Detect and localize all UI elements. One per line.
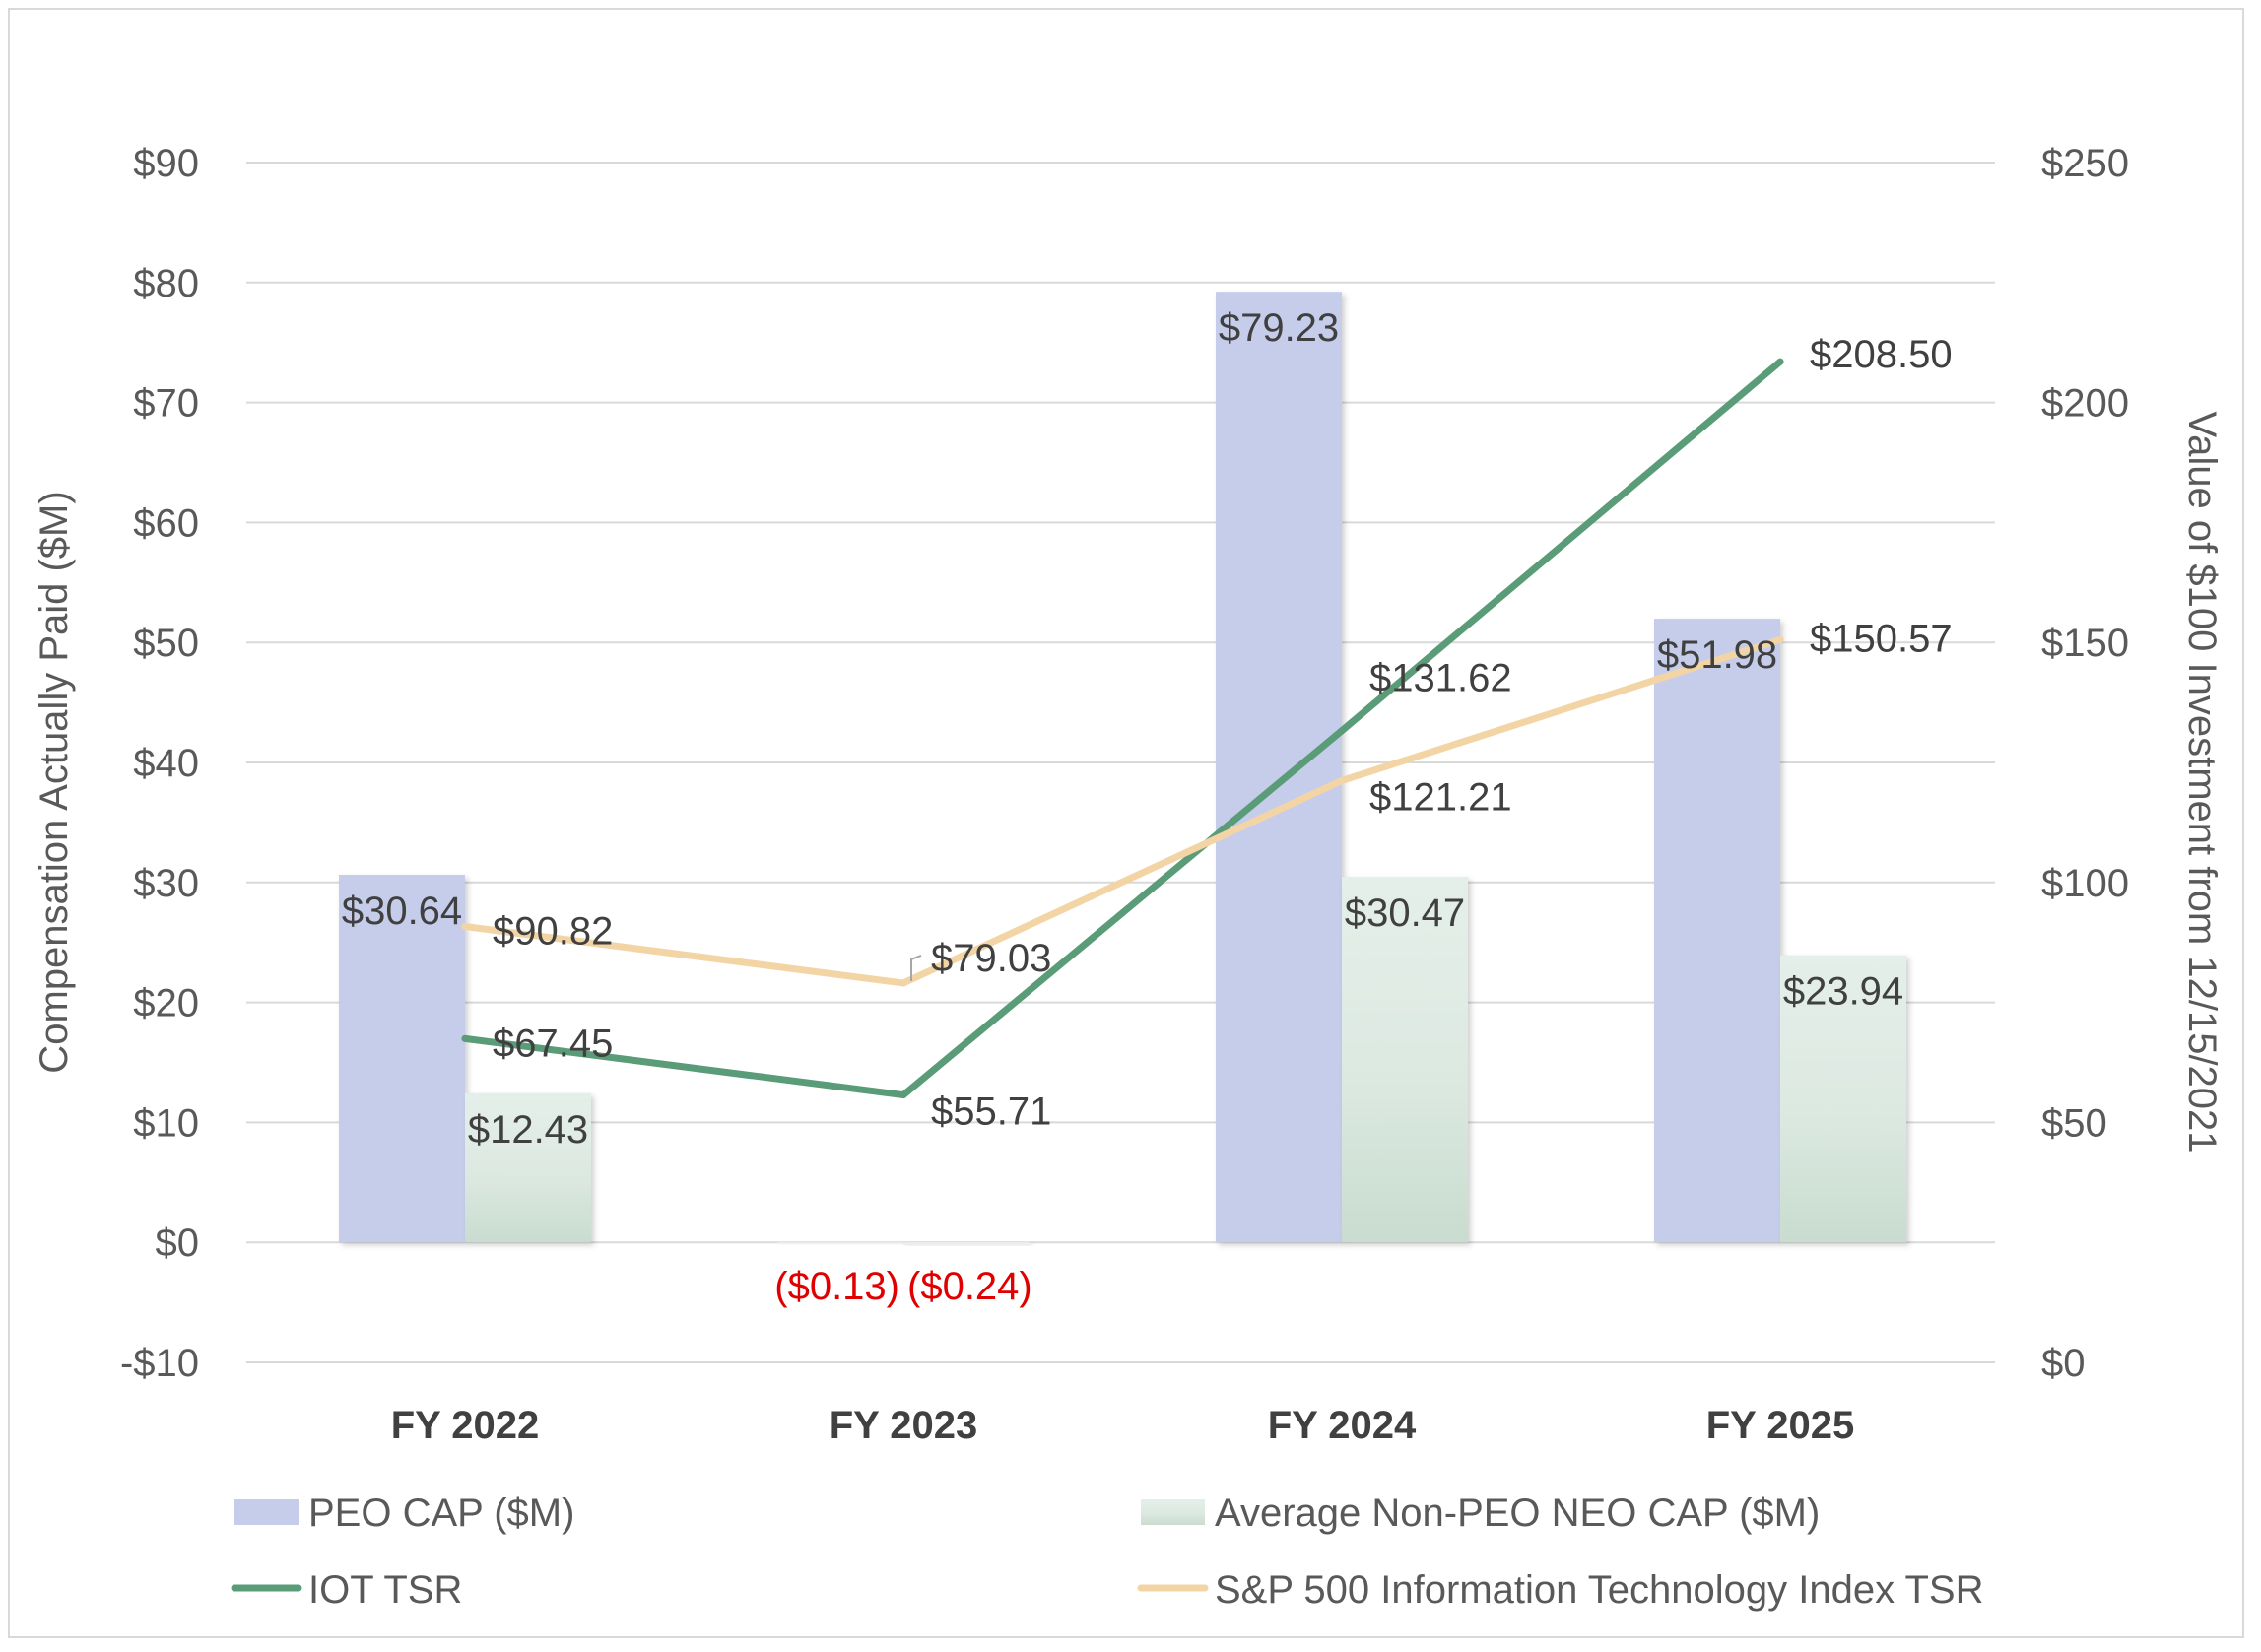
bar-peo-cap-m-fy-2023 — [777, 1242, 903, 1244]
left-tick-label: $90 — [133, 142, 199, 185]
point-s-p-500-information-technology-index-tsr — [461, 923, 469, 931]
data-label-average-non-peo-neo-cap-m: ($0.24) — [907, 1265, 1032, 1308]
right-axis-title: Value of $100 Investment from 12/15/2021 — [2180, 411, 2224, 1153]
point-iot-tsr — [461, 1034, 469, 1042]
data-label-s-p-500-information-technology-index-tsr: $90.82 — [493, 910, 613, 954]
data-labels: $30.64 ($0.13) $79.23 $51.98 $12.43 ($0.24) $3… — [342, 306, 1953, 1308]
category-label-fy-2022: FY 2022 — [391, 1404, 540, 1447]
right-tick-label: $100 — [2041, 862, 2129, 905]
data-label-s-p-500-information-technology-index-tsr: $121.21 — [1369, 775, 1512, 819]
label-leader-line — [910, 955, 922, 981]
legend-label-non-peo-cap: Average Non-PEO NEO CAP ($M) — [1215, 1491, 1820, 1535]
category-label-fy-2024: FY 2024 — [1268, 1404, 1417, 1447]
point-s-p-500-information-technology-index-tsr — [1338, 776, 1346, 784]
category-label-fy-2025: FY 2025 — [1706, 1404, 1855, 1447]
right-tick-label: $0 — [2041, 1342, 2086, 1385]
left-tick-label: $40 — [133, 742, 199, 785]
legend-label-sp500-it-tsr: S&P 500 Information Technology Index TSR — [1215, 1568, 1984, 1612]
left-tick-label: $80 — [133, 262, 199, 305]
left-tick-label: $50 — [133, 622, 199, 665]
bar-average-non-peo-neo-cap-m-fy-2023 — [903, 1242, 1030, 1246]
right-axis-ticks: $0 $50 $100 $150 $200 $250 — [2041, 142, 2129, 1385]
bar-average-non-peo-neo-cap-m-fy-2022 — [465, 1092, 591, 1243]
data-label-peo-cap-m: $30.64 — [342, 890, 462, 933]
bar-series — [339, 292, 1906, 1246]
right-tick-label: $150 — [2041, 622, 2129, 665]
data-label-peo-cap-m: $79.23 — [1219, 306, 1339, 350]
legend-label-peo-cap: PEO CAP ($M) — [308, 1491, 574, 1535]
left-tick-label: -$10 — [120, 1342, 199, 1385]
data-label-iot-tsr: $67.45 — [493, 1022, 613, 1065]
legend-label-iot-tsr: IOT TSR — [308, 1568, 462, 1612]
bar-peo-cap-m-fy-2024 — [1216, 292, 1342, 1243]
point-iot-tsr — [1338, 727, 1346, 735]
bar-peo-cap-m-fy-2025 — [1654, 619, 1780, 1243]
data-label-peo-cap-m: $51.98 — [1657, 633, 1777, 677]
left-tick-label: $60 — [133, 501, 199, 545]
bar-peo-cap-m-fy-2022 — [339, 875, 465, 1243]
data-label-iot-tsr: $208.50 — [1810, 333, 1953, 376]
data-label-s-p-500-information-technology-index-tsr: $79.03 — [931, 937, 1051, 980]
category-label-fy-2023: FY 2023 — [830, 1404, 978, 1447]
left-tick-label: $20 — [133, 982, 199, 1025]
point-iot-tsr — [1776, 358, 1784, 365]
left-tick-label: $10 — [133, 1101, 199, 1145]
legend: PEO CAP ($M) Average Non-PEO NEO CAP ($M… — [231, 1491, 1984, 1612]
right-tick-label: $50 — [2041, 1101, 2107, 1145]
point-iot-tsr — [899, 1091, 907, 1099]
right-tick-label: $200 — [2041, 382, 2129, 426]
data-label-iot-tsr: $131.62 — [1369, 657, 1512, 700]
point-s-p-500-information-technology-index-tsr — [899, 979, 907, 987]
left-tick-label: $0 — [156, 1222, 200, 1265]
data-label-peo-cap-m: ($0.13) — [774, 1265, 899, 1308]
line-iot-tsr — [461, 358, 1784, 1099]
data-label-average-non-peo-neo-cap-m: $30.47 — [1345, 892, 1465, 935]
left-axis-ticks: -$10 $0 $10 $20 $30 $40 $50 $60 $70 $80 $90 — [120, 142, 199, 1385]
left-tick-label: $30 — [133, 862, 199, 905]
bar-average-non-peo-neo-cap-m-fy-2025 — [1780, 955, 1906, 1243]
line-s-p-500-information-technology-index-tsr — [461, 635, 1784, 987]
left-tick-label: $70 — [133, 382, 199, 426]
data-label-s-p-500-information-technology-index-tsr: $150.57 — [1810, 617, 1953, 660]
left-axis-title: Compensation Actually Paid ($M) — [33, 491, 76, 1073]
bar-average-non-peo-neo-cap-m-fy-2024 — [1342, 877, 1468, 1243]
legend-swatch-non-peo-cap — [1141, 1499, 1205, 1525]
data-label-average-non-peo-neo-cap-m: $12.43 — [468, 1108, 588, 1152]
chart-frame: -$10 $0 $10 $20 $30 $40 $50 $60 $70 $80 $90 $0 $50 $… — [8, 8, 2244, 1638]
right-tick-label: $250 — [2041, 142, 2129, 185]
point-s-p-500-information-technology-index-tsr — [1776, 635, 1784, 643]
category-labels: FY 2022 FY 2023 FY 2024 FY 2025 — [391, 1404, 1855, 1447]
data-label-iot-tsr: $55.71 — [931, 1090, 1051, 1134]
line-series — [461, 358, 1784, 1099]
data-label-average-non-peo-neo-cap-m: $23.94 — [1783, 970, 1903, 1014]
chart-canvas: -$10$0$10$20$30$40$50$60$70$80$90 $0$50$… — [33, 142, 2224, 1612]
legend-swatch-peo-cap — [234, 1499, 299, 1525]
